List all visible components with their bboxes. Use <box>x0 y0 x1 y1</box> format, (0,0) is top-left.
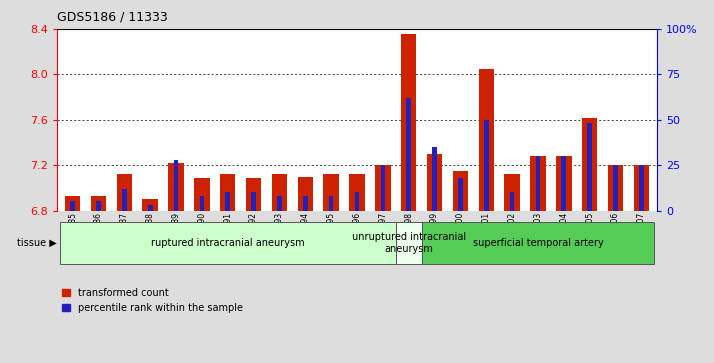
Bar <box>329 196 333 211</box>
Bar <box>478 69 494 211</box>
Bar <box>639 165 644 211</box>
Bar <box>272 174 287 211</box>
Text: unruptured intracranial
aneurysm: unruptured intracranial aneurysm <box>351 232 466 254</box>
Text: GDS5186 / 11333: GDS5186 / 11333 <box>57 11 168 24</box>
Bar <box>148 205 153 211</box>
Bar <box>251 192 256 211</box>
Bar <box>608 165 623 211</box>
Bar <box>323 174 339 211</box>
Bar <box>355 192 359 211</box>
Bar <box>453 171 468 211</box>
Bar <box>588 123 592 211</box>
Text: tissue ▶: tissue ▶ <box>17 238 56 248</box>
Bar <box>303 196 308 211</box>
FancyBboxPatch shape <box>396 222 422 264</box>
Bar <box>536 156 540 211</box>
Bar <box>91 196 106 211</box>
Bar <box>96 201 101 211</box>
Bar <box>427 154 442 211</box>
Text: ruptured intracranial aneurysm: ruptured intracranial aneurysm <box>151 238 305 248</box>
Bar <box>169 163 183 211</box>
Bar <box>226 192 230 211</box>
Bar <box>633 165 649 211</box>
Bar <box>122 189 126 211</box>
Bar <box>65 196 81 211</box>
Bar <box>246 178 261 211</box>
Text: superficial temporal artery: superficial temporal artery <box>473 238 603 248</box>
Bar <box>381 165 385 211</box>
Bar <box>406 98 411 211</box>
Bar <box>298 176 313 211</box>
Bar <box>432 147 437 211</box>
FancyBboxPatch shape <box>422 222 654 264</box>
Bar <box>375 165 391 211</box>
Legend: transformed count, percentile rank within the sample: transformed count, percentile rank withi… <box>62 288 243 313</box>
Bar <box>556 156 572 211</box>
Bar <box>531 156 545 211</box>
Bar <box>199 196 204 211</box>
Bar <box>116 174 132 211</box>
Bar <box>561 156 566 211</box>
Bar <box>582 118 598 211</box>
Bar <box>277 196 282 211</box>
Bar <box>613 165 618 211</box>
Bar <box>349 174 365 211</box>
Bar <box>401 34 416 211</box>
Bar <box>194 178 210 211</box>
Bar <box>142 199 158 211</box>
Bar <box>174 160 178 211</box>
Bar <box>458 178 463 211</box>
Bar <box>504 174 520 211</box>
FancyBboxPatch shape <box>60 222 396 264</box>
Bar <box>510 192 514 211</box>
Bar <box>220 174 236 211</box>
Bar <box>70 201 75 211</box>
Bar <box>484 120 488 211</box>
